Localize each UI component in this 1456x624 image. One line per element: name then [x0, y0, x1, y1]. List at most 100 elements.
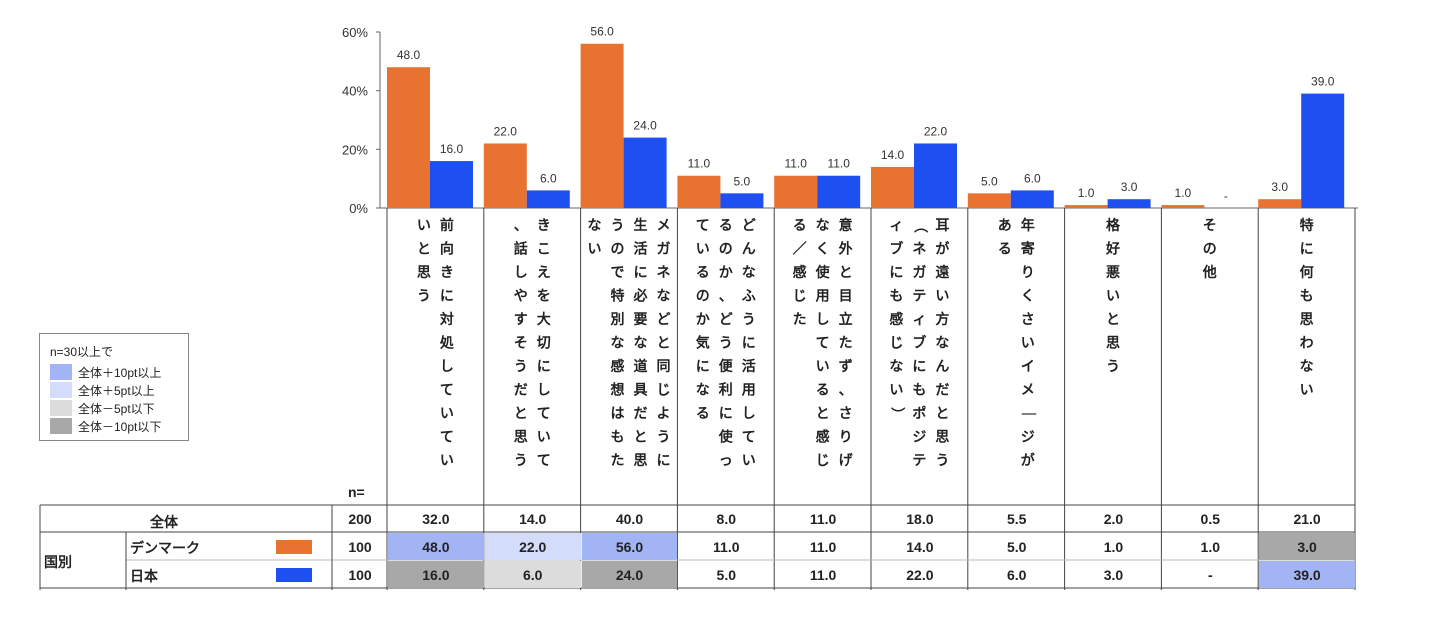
category-char: 思 — [514, 429, 528, 445]
category-char: い — [889, 382, 903, 398]
category-char: し — [537, 382, 551, 398]
data-label: 11.0 — [827, 157, 850, 171]
category-char: 想 — [610, 382, 625, 398]
category-char: な — [696, 382, 710, 398]
total-cell: 32.0 — [422, 511, 450, 527]
category-char: 思 — [634, 452, 648, 468]
category-char: ん — [742, 241, 756, 257]
category-char: 前 — [440, 217, 454, 233]
legend-swatch — [50, 400, 72, 416]
bar-denmark — [967, 193, 1011, 208]
category-char: ｜ — [1021, 407, 1037, 421]
category-char: ど — [719, 311, 733, 327]
category-char: い — [417, 217, 431, 233]
legend-item: 全体－10pt以下 — [50, 417, 161, 435]
table-cell: 56.0 — [581, 533, 678, 560]
row-n: 100 — [348, 566, 372, 583]
table-cell: - — [1207, 566, 1213, 583]
category-char: 切 — [537, 335, 551, 351]
category-char: げ — [839, 452, 854, 468]
category-char: に — [657, 452, 671, 468]
category-char: き — [440, 264, 454, 280]
y-tick-label: 20% — [342, 142, 368, 157]
category-char: き — [537, 217, 551, 233]
category-char: ィ — [912, 311, 926, 327]
category-char: わ — [1300, 335, 1314, 351]
category-char: ジ — [1021, 429, 1035, 445]
data-label: 11.0 — [784, 157, 807, 171]
category-char: 好 — [1105, 241, 1120, 257]
y-tick-label: 0% — [349, 201, 368, 216]
bar-japan — [914, 143, 957, 208]
category-char: い — [1106, 288, 1120, 304]
category-char: ブ — [889, 241, 903, 257]
category-char: 意 — [839, 217, 853, 233]
category-char: な — [816, 217, 830, 233]
data-label: - — [1224, 189, 1228, 203]
category-char: ネ — [912, 241, 926, 257]
category-char: て — [440, 429, 454, 445]
category-char: 目 — [839, 288, 853, 304]
category-char: じ — [816, 452, 830, 468]
category-char: 大 — [537, 311, 551, 327]
category-char: ガ — [912, 264, 926, 280]
category-char: と — [1106, 311, 1120, 327]
category-char: の — [611, 241, 625, 257]
category-char: て — [440, 382, 454, 398]
category-char: た — [793, 311, 807, 327]
data-label: 1.0 — [1078, 186, 1095, 200]
data-label: 22.0 — [494, 124, 518, 138]
table-cell: 3.0 — [1259, 533, 1355, 560]
table-cell: 3.0 — [1103, 566, 1124, 583]
category-char: の — [696, 288, 710, 304]
category-char: う — [935, 452, 949, 468]
n-header: n= — [348, 484, 365, 500]
category-char: 具 — [633, 382, 648, 398]
data-label: 56.0 — [590, 25, 614, 39]
category-char: ど — [657, 311, 671, 327]
category-char: ィ — [889, 217, 903, 233]
category-char: か — [719, 264, 733, 280]
bar-japan — [720, 193, 764, 208]
bar-japan — [623, 137, 667, 208]
category-char: 同 — [657, 358, 671, 374]
category-char: と — [417, 241, 431, 257]
category-char: い — [935, 288, 949, 304]
category-char: が — [935, 241, 950, 257]
category-char: が — [1021, 452, 1036, 468]
category-char: 、 — [514, 217, 528, 233]
category-char: も — [611, 429, 625, 445]
bar-denmark — [677, 175, 721, 208]
category-char: て — [696, 217, 710, 233]
category-char: う — [417, 288, 431, 304]
table-cell: 24.0 — [581, 561, 678, 588]
data-label: 14.0 — [881, 148, 905, 162]
legend-label: 全体＋10pt以上 — [78, 365, 162, 380]
category-char: 思 — [417, 264, 431, 280]
category-char: メ — [1021, 382, 1035, 398]
category-char: を — [537, 288, 551, 304]
category-char: し — [514, 264, 528, 280]
group-label: 国別 — [44, 554, 72, 570]
data-label: 3.0 — [1271, 180, 1288, 194]
category-char: じ — [793, 288, 807, 304]
y-tick-label: 60% — [342, 25, 368, 40]
category-char: る — [816, 382, 830, 398]
category-char: 活 — [742, 358, 756, 374]
bar-denmark — [871, 166, 914, 208]
category-char: の — [719, 241, 733, 257]
category-char: 感 — [611, 358, 625, 374]
category-char: と — [634, 429, 648, 445]
category-char: る — [998, 241, 1012, 257]
category-char: 思 — [1300, 311, 1314, 327]
category-char: に — [1300, 241, 1314, 257]
bar-denmark — [387, 67, 430, 208]
category-char: 年 — [1021, 217, 1035, 233]
total-cell: 14.0 — [519, 511, 547, 527]
category-char: は — [611, 405, 625, 421]
category-char: じ — [889, 335, 903, 351]
category-char: 話 — [514, 241, 528, 257]
